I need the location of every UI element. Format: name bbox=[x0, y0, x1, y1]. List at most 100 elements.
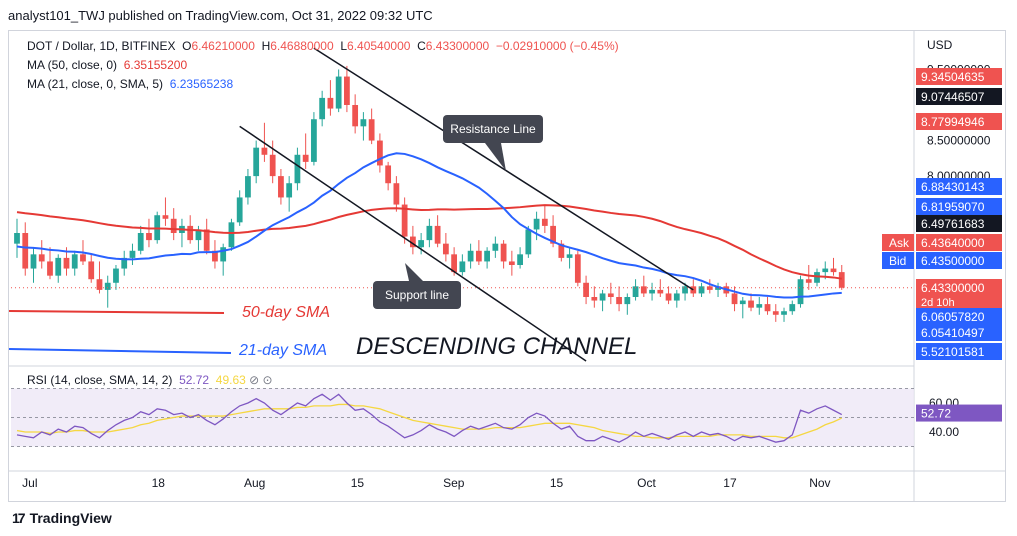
candle-body bbox=[80, 254, 86, 262]
candle bbox=[706, 279, 713, 294]
candle bbox=[698, 282, 705, 297]
badge-value: 6.43500000 bbox=[921, 254, 985, 268]
candle bbox=[574, 250, 581, 287]
candle bbox=[137, 225, 144, 255]
price-badge: 8.77994946 bbox=[916, 113, 1002, 130]
price-badge: 6.05410497 bbox=[916, 324, 1002, 341]
badge-prefix-box bbox=[882, 234, 914, 251]
candle-body bbox=[822, 268, 829, 273]
candle-body bbox=[451, 254, 458, 273]
candle-body bbox=[162, 215, 169, 219]
badge-value: 6.49761683 bbox=[921, 217, 985, 231]
legend-high: 6.46880000 bbox=[270, 39, 334, 53]
candle-body bbox=[302, 154, 309, 162]
candle bbox=[269, 140, 276, 184]
candle-body bbox=[55, 257, 62, 276]
candle bbox=[418, 233, 425, 255]
badge-box bbox=[916, 178, 1002, 195]
candle bbox=[838, 265, 845, 290]
candle-body bbox=[467, 250, 474, 262]
candle-body bbox=[814, 272, 820, 283]
footer: 17 TradingView bbox=[12, 510, 112, 526]
price-badge: 6.49761683 bbox=[916, 215, 1002, 232]
badge-value: 9.07446507 bbox=[921, 90, 985, 104]
legend-c-label: C bbox=[417, 39, 426, 53]
candle bbox=[426, 218, 433, 248]
candle bbox=[104, 275, 111, 308]
candle-body bbox=[781, 311, 787, 315]
candle bbox=[525, 225, 532, 258]
badge-box bbox=[916, 198, 1002, 215]
legend-low: 6.40540000 bbox=[347, 39, 411, 53]
candle-body bbox=[657, 289, 664, 294]
candle bbox=[352, 94, 359, 134]
legend-ma50-label: MA (50, close, 0) bbox=[27, 58, 118, 72]
legend-ma50-value: 6.35155200 bbox=[123, 58, 188, 72]
candle bbox=[385, 161, 392, 191]
badge-value: 5.52101581 bbox=[921, 345, 985, 359]
legend-ma21-label: MA (21, close, 0, SMA, 5) bbox=[27, 77, 164, 91]
candle-body bbox=[624, 297, 631, 305]
candle-body bbox=[30, 254, 37, 269]
price-badge: 5.52101581 bbox=[916, 343, 1002, 360]
visibility-icon[interactable]: ⊘ ⊙ bbox=[249, 373, 273, 387]
chart-frame[interactable]: 50-day SMA 21-day SMA DESCENDING CHANNEL Re… bbox=[8, 30, 1006, 502]
legend-open: 6.46210000 bbox=[191, 39, 255, 53]
candle-body bbox=[311, 119, 317, 162]
legend-symbol: DOT / Dollar, 1D, BITFINEX bbox=[27, 39, 176, 53]
candle-body bbox=[599, 293, 606, 301]
price-badge: 6.81959070 bbox=[916, 198, 1002, 215]
price-badge: 9.07446507 bbox=[916, 88, 1002, 105]
badge-box bbox=[916, 308, 1002, 325]
legend-change: −0.02910000 (−0.45%) bbox=[495, 39, 619, 53]
candle bbox=[558, 240, 565, 262]
badge-value: 9.34504635 bbox=[921, 70, 985, 84]
badge-value: 8.77994946 bbox=[921, 115, 985, 129]
sma50-label: 50-day SMA bbox=[242, 304, 330, 321]
support-callout-box bbox=[373, 281, 461, 309]
candle bbox=[409, 225, 416, 255]
candle-body bbox=[756, 304, 763, 308]
time-tick: 18 bbox=[152, 476, 166, 490]
candle-body bbox=[344, 76, 350, 105]
candle bbox=[607, 282, 614, 305]
legend-ma50-row: MA (50, close, 0) 6.35155200 bbox=[27, 58, 187, 72]
support-callout-pointer bbox=[405, 263, 423, 281]
support-callout-text: Support line bbox=[385, 288, 449, 302]
candle-body bbox=[393, 183, 400, 205]
price-badge: Ask 6.43640000 bbox=[882, 234, 1002, 251]
chart-svg[interactable]: 50-day SMA 21-day SMA DESCENDING CHANNEL Re… bbox=[9, 31, 1005, 501]
candle-body bbox=[278, 176, 284, 198]
candle bbox=[591, 286, 598, 308]
price-tick: 8.50000000 bbox=[927, 134, 991, 148]
candle-body bbox=[269, 154, 276, 177]
candle bbox=[632, 279, 639, 301]
candle bbox=[212, 240, 218, 269]
candle-body bbox=[492, 243, 499, 251]
candle bbox=[245, 169, 251, 205]
candle bbox=[146, 218, 152, 248]
candle bbox=[492, 236, 499, 258]
candle-body bbox=[739, 300, 746, 305]
time-tick: Nov bbox=[809, 476, 830, 490]
candle-body bbox=[327, 97, 334, 109]
candle bbox=[319, 90, 326, 127]
candle-body bbox=[187, 225, 194, 241]
candle-body bbox=[335, 76, 342, 109]
candle bbox=[344, 65, 350, 113]
rsi-badge-value: 52.72 bbox=[921, 407, 951, 421]
candle-body bbox=[673, 293, 680, 301]
candle-body bbox=[195, 229, 202, 241]
candle-body bbox=[607, 293, 614, 297]
candle bbox=[311, 112, 317, 166]
legend-rsi-label: RSI (14, close, SMA, 14, 2) bbox=[27, 373, 173, 387]
candle-body bbox=[830, 268, 837, 273]
candle-body bbox=[797, 279, 804, 305]
candle-body bbox=[146, 233, 152, 241]
candle bbox=[484, 247, 490, 269]
rsi-tick: 40.00 bbox=[929, 425, 959, 439]
candle-body bbox=[640, 286, 647, 294]
support-line bbox=[239, 125, 587, 362]
candle-body bbox=[805, 279, 812, 283]
candle bbox=[170, 208, 177, 241]
